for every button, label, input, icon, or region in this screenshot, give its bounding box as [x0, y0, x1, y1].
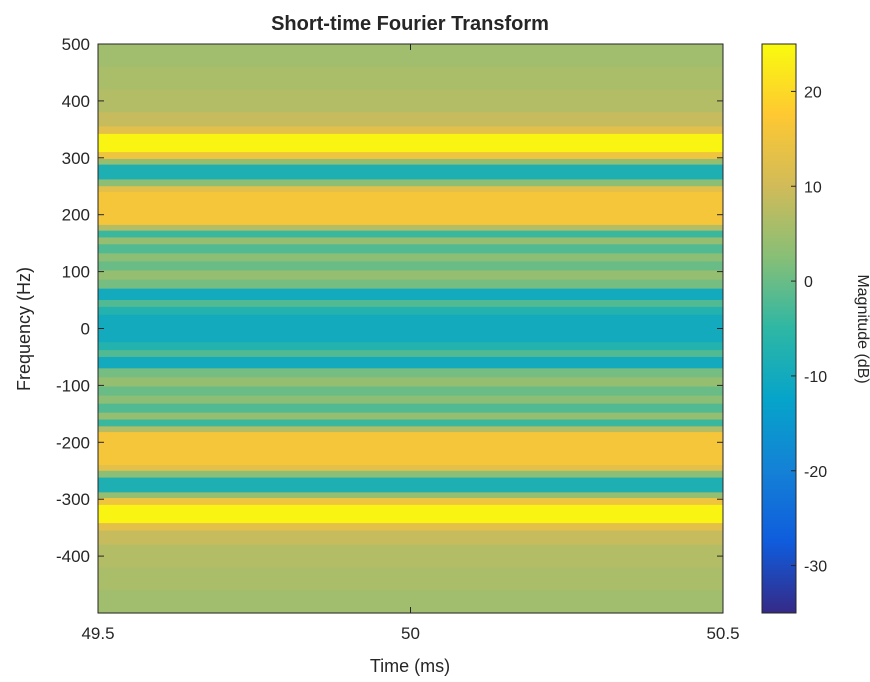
heatmap-band: [98, 279, 723, 290]
y-tick-label: 400: [62, 92, 90, 111]
heatmap-band: [98, 386, 723, 397]
y-tick-label: -200: [56, 433, 90, 452]
colorbar-label: Magnitude (dB): [854, 274, 870, 383]
heatmap-band: [98, 350, 723, 358]
heatmap-band: [98, 477, 723, 493]
heatmap-band: [98, 544, 723, 569]
heatmap-band: [98, 186, 723, 193]
heatmap-band: [98, 126, 723, 135]
y-tick-label: -400: [56, 547, 90, 566]
y-tick-label: 0: [81, 320, 90, 339]
x-tick-label: 49.5: [81, 624, 114, 643]
y-tick-label: 500: [62, 35, 90, 54]
heatmap-band: [98, 395, 723, 405]
heatmap-band: [98, 504, 723, 524]
heatmap-band: [98, 567, 723, 591]
heatmap-band: [98, 342, 723, 351]
colorbar-ticks: 20 10 0 -10 -20 -30: [791, 84, 827, 576]
y-axis-label: Frequency (Hz): [14, 267, 34, 391]
heatmap-band: [98, 306, 723, 316]
y-tick-label: -100: [56, 376, 90, 395]
heatmap-band: [98, 66, 723, 91]
heatmap-band: [98, 89, 723, 113]
heatmap-band: [98, 224, 723, 232]
heatmap-band: [98, 237, 723, 245]
heatmap-band: [98, 133, 723, 153]
heatmap-cells: [98, 44, 723, 614]
y-axis-ticks: 500 400 300 200 100 0 -100 -200 -300 -400: [56, 35, 723, 566]
heatmap-band: [98, 288, 723, 301]
heatmap-band: [98, 164, 723, 181]
heatmap-band: [98, 152, 723, 160]
y-tick-label: 300: [62, 149, 90, 168]
heatmap-band: [98, 523, 723, 532]
heatmap-band: [98, 432, 723, 466]
heatmap-band: [98, 270, 723, 281]
heatmap-band: [98, 158, 723, 166]
chart-title: Short-time Fourier Transform: [271, 13, 549, 35]
heatmap-band: [98, 112, 723, 128]
colorbar-tick-label: 20: [804, 84, 822, 101]
heatmap-band: [98, 300, 723, 308]
colorbar-tick-label: -30: [804, 559, 827, 576]
y-tick-label: 100: [62, 263, 90, 282]
heatmap-band: [98, 244, 723, 254]
heatmap-band: [98, 368, 723, 379]
heatmap-band: [98, 314, 723, 343]
x-axis-label: Time (ms): [370, 656, 450, 676]
heatmap-band: [98, 191, 723, 226]
x-axis-ticks: 49.5 50 50.5: [81, 44, 740, 643]
heatmap-band: [98, 412, 723, 421]
heatmap-band: [98, 179, 723, 187]
heatmap-band: [98, 253, 723, 262]
y-tick-label: -300: [56, 490, 90, 509]
heatmap-band: [98, 44, 723, 68]
heatmap-band: [98, 261, 723, 272]
colorbar-tick-label: 10: [804, 179, 822, 196]
heatmap-band: [98, 498, 723, 506]
heatmap-band: [98, 377, 723, 388]
heatmap-band: [98, 590, 723, 614]
x-tick-label: 50: [401, 624, 420, 643]
heatmap-band: [98, 470, 723, 479]
heatmap-band: [98, 230, 723, 239]
colorbar-tick-label: 0: [804, 274, 813, 291]
colorbar-tick-label: -10: [804, 369, 827, 386]
heatmap-band: [98, 530, 723, 546]
x-tick-label: 50.5: [706, 624, 739, 643]
heatmap-band: [98, 492, 723, 499]
colorbar-tick-label: -20: [804, 464, 827, 481]
colorbar: [761, 43, 797, 614]
heatmap-band: [98, 419, 723, 427]
heatmap-band: [98, 426, 723, 433]
y-tick-label: 200: [62, 206, 90, 225]
heatmap-band: [98, 403, 723, 414]
heatmap-band: [98, 465, 723, 472]
heatmap-band: [98, 356, 723, 369]
